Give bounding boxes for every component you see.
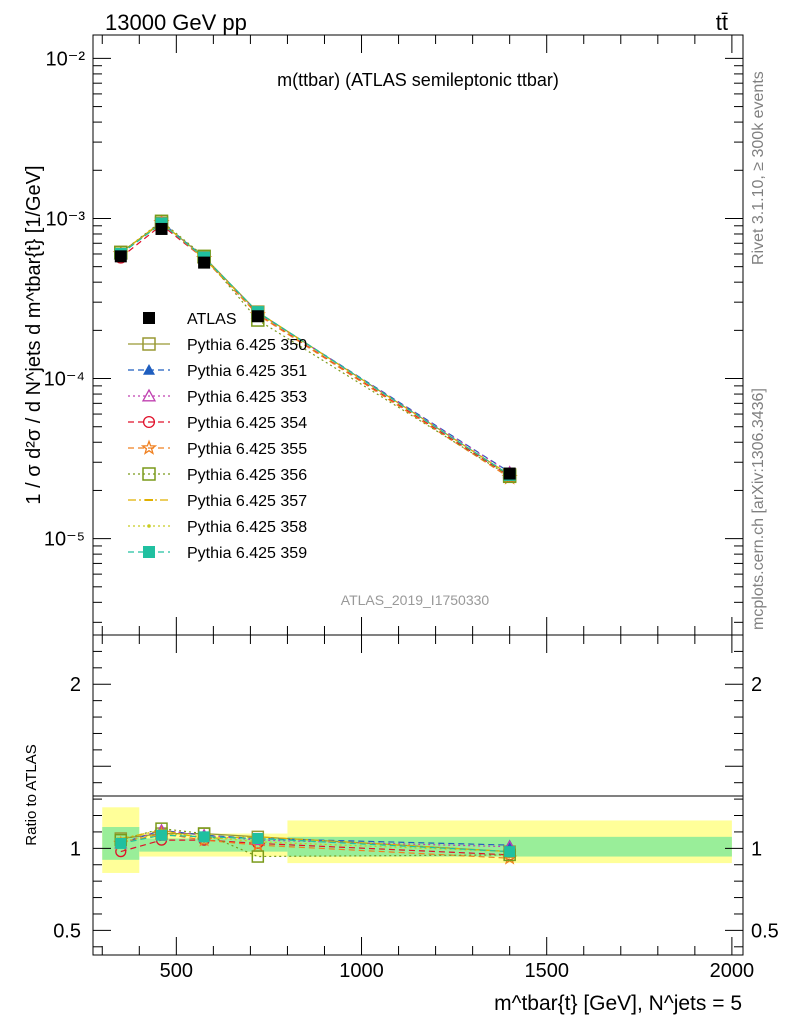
ratio-y-tick-label: 0.5 xyxy=(53,920,81,942)
legend-entry: Pythia 6.425 351 xyxy=(187,363,307,380)
legend: ATLAS Pythia 6.425 350 Pythia 6.425 351 Pyt… xyxy=(128,311,307,562)
process-label: tt̄ xyxy=(716,10,728,35)
legend-entry: Pythia 6.425 350 xyxy=(187,337,307,354)
marker xyxy=(142,467,156,481)
chart-title: m(ttbar) (ATLAS semileptonic ttbar) xyxy=(277,70,559,90)
y-tick-label: 10⁻³ xyxy=(46,208,86,230)
series-line xyxy=(120,222,511,476)
legend-entry: Pythia 6.425 355 xyxy=(187,441,307,458)
series-line xyxy=(120,222,511,479)
ratio-y-tick-label: 1 xyxy=(751,838,762,860)
legend-entry: Pythia 6.425 353 xyxy=(187,389,307,406)
uncertainty-bands xyxy=(102,807,732,873)
marker xyxy=(143,312,155,324)
legend-entry: ATLAS xyxy=(187,311,237,328)
marker xyxy=(140,439,158,455)
ratio-y-axis-label: Ratio to ATLAS xyxy=(23,744,40,845)
ratio-y-tick-label: 1 xyxy=(70,838,81,860)
series-line xyxy=(120,221,511,473)
marker xyxy=(115,837,127,849)
y-tick-label: 10⁻⁵ xyxy=(44,529,85,551)
legend-entry: Pythia 6.425 357 xyxy=(187,493,307,510)
main-series-markers xyxy=(112,214,518,485)
marker xyxy=(142,337,156,351)
x-tick-label: 500 xyxy=(160,960,193,982)
x-axis-label: m^tbar{t} [GeV], N^jets = 5 xyxy=(494,992,742,1015)
y-tick-label: 10⁻² xyxy=(46,48,86,70)
marker xyxy=(143,546,155,558)
ratio-y-tick-label: 2 xyxy=(70,674,81,696)
analysis-watermark: ATLAS_2019_I1750330 xyxy=(341,592,490,608)
series-line xyxy=(120,224,511,477)
marker xyxy=(156,829,168,841)
main-series-lines xyxy=(120,220,511,479)
rivet-label: Rivet 3.1.10, ≥ 300k events xyxy=(750,71,767,265)
legend-entry: Pythia 6.425 359 xyxy=(187,545,307,562)
marker xyxy=(147,524,151,528)
marker xyxy=(141,388,157,402)
marker xyxy=(251,850,265,863)
marker xyxy=(198,831,210,843)
marker xyxy=(114,250,127,263)
legend-entry: Pythia 6.425 356 xyxy=(187,467,307,484)
main-y-axis-label: 1 / σ d²σ / d N^jets d m^tbar{t} [1/GeV] xyxy=(23,165,45,504)
ratio-y-tick-label: 2 xyxy=(751,674,762,696)
y-tick-label: 10⁻⁴ xyxy=(44,369,85,391)
x-tick-label: 1000 xyxy=(339,960,384,982)
x-tick-label: 1500 xyxy=(524,960,569,982)
main-axis-ticks: 10⁻⁵ 10⁻⁴ 10⁻³ 10⁻² xyxy=(44,35,743,635)
legend-entry: Pythia 6.425 354 xyxy=(187,415,307,432)
energy-label: 13000 GeV pp xyxy=(105,10,247,35)
ratio-panel: 0.5 0.5 1 1 2 2 500 1000 1500 2000 Ratio to ATLAS… xyxy=(23,634,779,1015)
marker xyxy=(504,846,516,858)
x-tick-label: 2000 xyxy=(710,960,755,982)
ratio-series-markers xyxy=(113,822,518,865)
marker xyxy=(252,832,264,844)
marker xyxy=(251,310,264,323)
marker xyxy=(503,467,516,480)
legend-entry: Pythia 6.425 358 xyxy=(187,519,307,536)
marker xyxy=(155,222,168,235)
marker xyxy=(198,256,211,269)
main-panel: 10⁻⁵ 10⁻⁴ 10⁻³ 10⁻² m(ttbar) (ATLAS semilep… xyxy=(23,34,744,636)
ratio-frame xyxy=(92,634,744,956)
marker xyxy=(142,415,156,429)
marker xyxy=(143,364,155,375)
inner-band xyxy=(139,838,288,852)
ratio-y-tick-label: 0.5 xyxy=(751,920,779,942)
ratio-axis-ticks: 0.5 0.5 1 1 2 2 500 1000 1500 2000 xyxy=(53,635,779,982)
mcplots-label: mcplots.cern.ch [arXiv:1306.3436] xyxy=(750,388,767,630)
